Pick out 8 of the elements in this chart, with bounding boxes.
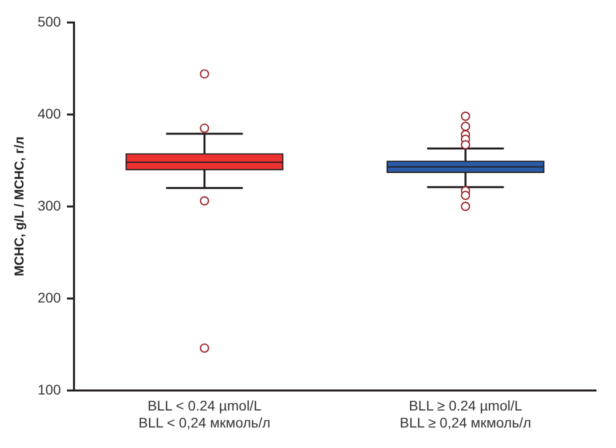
x-tick-label: BLL ≥ 0.24 µmol/L BLL ≥ 0,24 мкмоль/л bbox=[400, 398, 532, 430]
y-tick-label: 200 bbox=[38, 289, 62, 306]
y-tick-label: 500 bbox=[38, 13, 62, 30]
y-axis-title: MCHC, g/L / MCHC, г/л bbox=[11, 136, 26, 276]
x-tick-label: BLL < 0.24 µmol/L BLL < 0,24 мкмоль/л bbox=[138, 398, 270, 430]
y-tick-label: 100 bbox=[38, 381, 62, 398]
y-tick-label: 400 bbox=[38, 105, 62, 122]
y-tick-label: 300 bbox=[38, 197, 62, 214]
